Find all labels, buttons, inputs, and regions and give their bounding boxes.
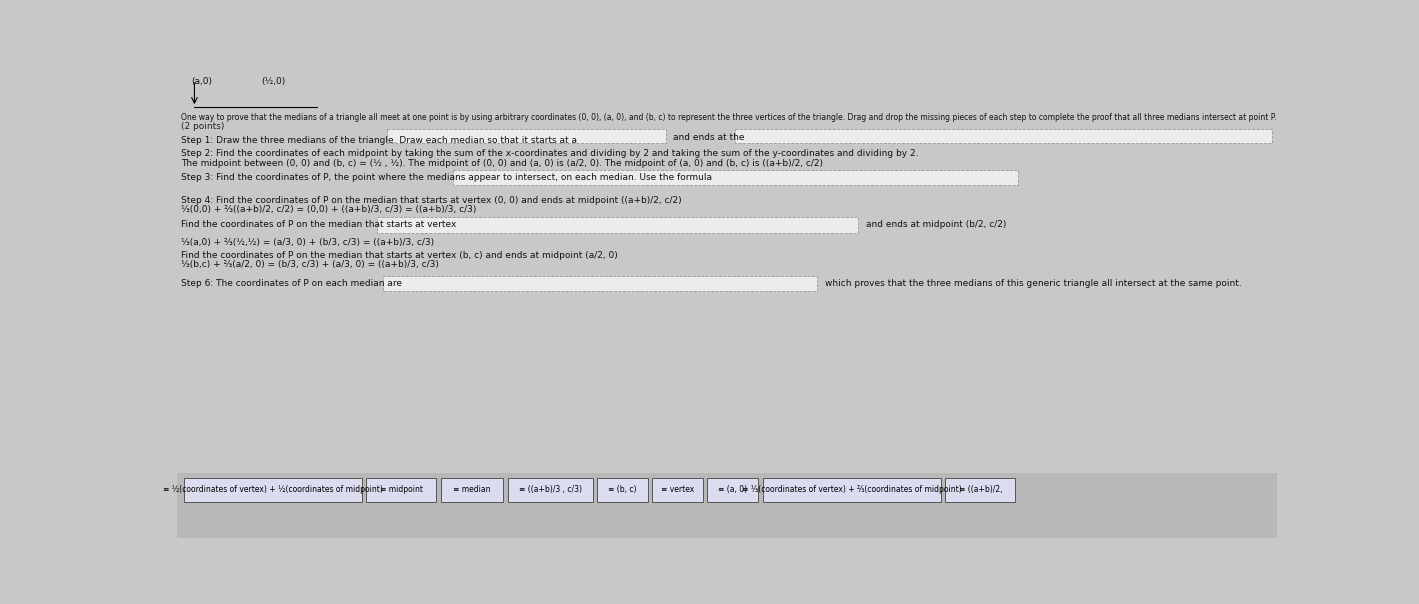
Bar (945, 478, 1015, 502)
Bar (653, 478, 702, 502)
Text: ≡ vertex: ≡ vertex (661, 486, 694, 494)
Text: ⅓(0,0) + ⅔((a+b)/2, c/2) = (0,0) + ((a+b)/3, c/3) = ((a+b)/3, c/3): ⅓(0,0) + ⅔((a+b)/2, c/2) = (0,0) + ((a+b… (182, 205, 477, 214)
Text: which proves that the three medians of this generic triangle all intersect at th: which proves that the three medians of t… (824, 279, 1242, 288)
Text: Find the coordinates of P on the median that starts at vertex (b, c) and ends at: Find the coordinates of P on the median … (182, 251, 619, 260)
Bar (453, 170, 1019, 185)
Bar (735, 129, 1271, 143)
Text: ⅓(a,0) + ⅔(½,½) = (a/3, 0) + (b/3, c/3) = ((a+b)/3, c/3): ⅓(a,0) + ⅔(½,½) = (a/3, 0) + (b/3, c/3) … (182, 238, 434, 247)
Bar (386, 129, 666, 143)
Text: ≡ (b, c): ≡ (b, c) (609, 486, 637, 494)
Text: Step 4: Find the coordinates of P on the median that starts at vertex (0, 0) and: Step 4: Find the coordinates of P on the… (182, 196, 683, 205)
Text: ≡ ½(coordinates of vertex) + ½(coordinates of midpoint): ≡ ½(coordinates of vertex) + ½(coordinat… (163, 486, 383, 494)
Bar (708, 478, 758, 502)
Bar (597, 478, 648, 502)
Text: ≡ ⅓(coordinates of vertex) + ⅔(coordinates of midpoint): ≡ ⅓(coordinates of vertex) + ⅔(coordinat… (742, 486, 962, 494)
Text: ≡ ((a+b)/3 , c/3): ≡ ((a+b)/3 , c/3) (519, 486, 582, 494)
Bar (762, 478, 941, 502)
Text: The midpoint between (0, 0) and (b, c) = (½ , ½). The midpoint of (0, 0) and (a,: The midpoint between (0, 0) and (b, c) =… (182, 159, 823, 168)
Text: ≡ ((a+b)/2,: ≡ ((a+b)/2, (958, 486, 1002, 494)
Bar (177, 473, 1277, 538)
Bar (508, 478, 593, 502)
Text: Step 3: Find the coordinates of P, the point where the medians appear to interse: Step 3: Find the coordinates of P, the p… (182, 173, 712, 182)
Text: Step 2: Find the coordinates of each midpoint by taking the sum of the x-coordin: Step 2: Find the coordinates of each mid… (182, 149, 918, 158)
Text: Step 6: The coordinates of P on each median are: Step 6: The coordinates of P on each med… (182, 279, 402, 288)
Text: ⅓(b,c) + ⅔(a/2, 0) = (b/3, c/3) + (a/3, 0) = ((a+b)/3, c/3): ⅓(b,c) + ⅔(a/2, 0) = (b/3, c/3) + (a/3, … (182, 260, 438, 269)
Text: (2 points): (2 points) (182, 122, 224, 130)
Text: and ends at the: and ends at the (674, 132, 745, 141)
Bar (183, 478, 362, 502)
Text: ≡ median: ≡ median (453, 486, 491, 494)
Text: (½,0): (½,0) (261, 77, 285, 86)
Text: Find the coordinates of P on the median that starts at vertex: Find the coordinates of P on the median … (182, 220, 457, 230)
Bar (441, 478, 502, 502)
Text: and ends at midpoint (b/2, c/2): and ends at midpoint (b/2, c/2) (866, 220, 1006, 230)
Text: (a,0): (a,0) (192, 77, 213, 86)
Text: ≡ midpoint: ≡ midpoint (380, 486, 423, 494)
Bar (377, 217, 858, 233)
Bar (383, 276, 817, 291)
Text: One way to prove that the medians of a triangle all meet at one point is by usin: One way to prove that the medians of a t… (182, 112, 1277, 121)
Text: ≡ (a, 0): ≡ (a, 0) (718, 486, 748, 494)
Bar (366, 478, 436, 502)
Text: Step 1: Draw the three medians of the triangle. Draw each median so that it star: Step 1: Draw the three medians of the tr… (182, 136, 578, 144)
